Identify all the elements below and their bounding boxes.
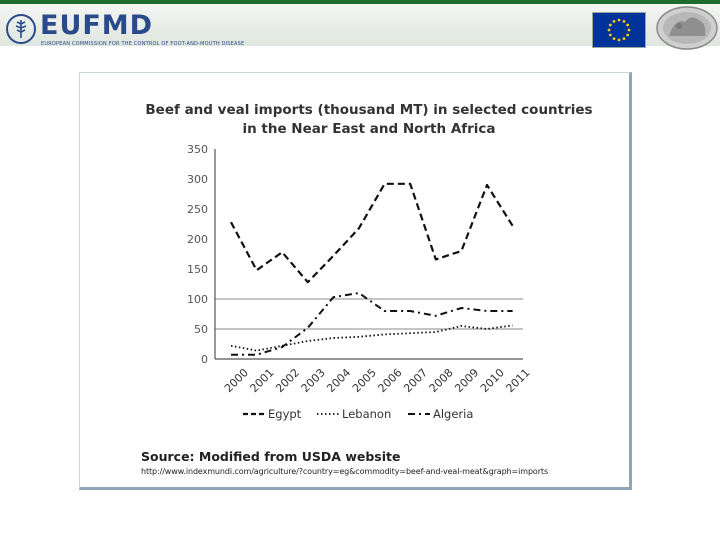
series-line-algeria [231,292,513,356]
legend-label: Egypt [268,407,302,421]
x-tick-label: 2007 [401,366,430,395]
x-tick-label: 2004 [324,366,353,395]
header-bar: EUFMD EUROPEAN COMMISSION FOR THE CONTRO… [0,0,720,50]
legend-label: Algeria [433,407,473,421]
fao-wheat-emblem-icon [6,14,36,44]
eu-flag-icon [592,12,646,48]
x-tick-label: 2000 [222,366,251,395]
brand-title: EUFMD [40,10,154,41]
y-tick-label: 350 [187,143,208,156]
series-line-lebanon [230,324,513,352]
x-tick-label: 2005 [350,366,379,395]
y-tick-label: 50 [194,323,208,336]
x-tick-label: 2006 [376,366,405,395]
x-tick-label: 2001 [248,366,277,395]
x-tick-label: 2003 [299,366,328,395]
source-url[interactable]: http://www.indexmundi.com/agriculture/?c… [141,467,549,476]
x-tick-label: 2010 [478,366,507,395]
x-tick-label: 2009 [452,366,481,395]
brand-subtitle: EUROPEAN COMMISSION FOR THE CONTROL OF F… [41,41,245,47]
y-tick-label: 300 [187,173,208,186]
chart-title: Beef and veal imports (thousand MT) in s… [145,102,592,118]
y-tick-label: 0 [201,353,208,366]
ancient-coin-icon [656,6,718,50]
y-tick-label: 250 [187,203,208,216]
y-tick-label: 200 [187,233,208,246]
y-tick-label: 100 [187,293,208,306]
chart-panel [79,72,632,490]
x-tick-label: 2008 [427,366,456,395]
series-line-egypt [230,182,514,284]
x-tick-label: 2011 [504,366,533,395]
legend-label: Lebanon [342,407,391,421]
y-tick-label: 150 [187,263,208,276]
source-note: Source: Modified from USDA website [141,449,401,464]
chart-subtitle: in the Near East and North Africa [242,121,495,137]
x-tick-label: 2002 [273,366,302,395]
